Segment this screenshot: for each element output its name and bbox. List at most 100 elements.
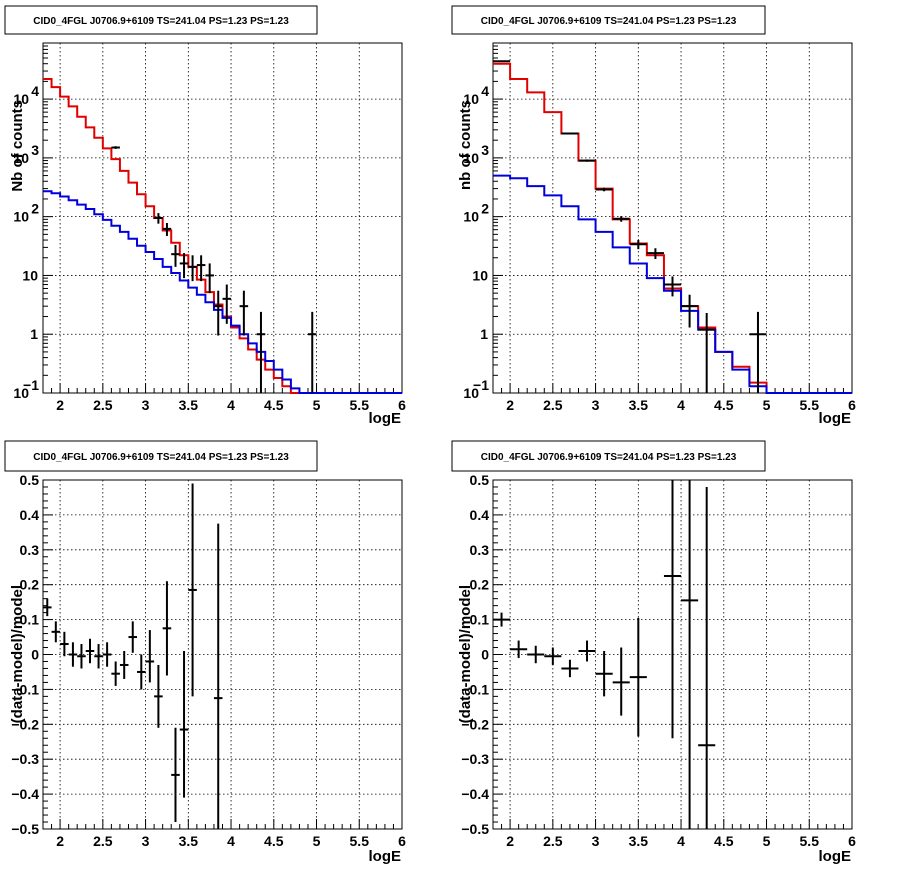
chart-title: CID0_4FGL J0706.9+6109 TS=241.04 PS=1.23… xyxy=(481,452,737,463)
grid-lines xyxy=(493,43,852,393)
panel-bottom-right-residuals: CID0_4FGL J0706.9+6109 TS=241.04 PS=1.23… xyxy=(451,440,856,865)
plot-frame xyxy=(42,42,403,394)
chart-title: CID0_4FGL J0706.9+6109 TS=241.04 PS=1.23… xyxy=(481,16,737,27)
data-point xyxy=(196,255,206,282)
data-point xyxy=(493,612,511,627)
axis-ticks xyxy=(492,479,853,830)
data-point xyxy=(188,483,197,697)
x-tick-label: 3 xyxy=(142,833,150,849)
data-point xyxy=(629,617,647,737)
x-tick-label: 6 xyxy=(398,397,406,413)
y-tick-exponent: 3 xyxy=(31,142,39,158)
x-axis-label: logE xyxy=(369,848,402,865)
x-tick-label: 4 xyxy=(677,397,685,413)
y-tick-label: 10 xyxy=(22,267,38,283)
y-tick-exponent: 4 xyxy=(31,83,39,99)
data-point xyxy=(102,642,112,667)
y-tick-label: 0.3 xyxy=(20,542,40,558)
y-tick-label: 10 xyxy=(13,209,29,225)
data-points xyxy=(43,483,223,829)
data-point xyxy=(561,659,579,678)
y-tick-label: 10 xyxy=(13,150,29,166)
x-axis-label: logE xyxy=(819,410,852,427)
data-point xyxy=(239,290,249,336)
y-tick-label: 0.1 xyxy=(470,612,490,628)
chart-title: CID0_4FGL J0706.9+6109 TS=241.04 PS=1.23… xyxy=(33,16,289,27)
y-tick-label: 10 xyxy=(13,385,29,401)
x-tick-label: 2 xyxy=(56,833,64,849)
data-point xyxy=(681,480,699,829)
data-point xyxy=(188,255,197,282)
data-point xyxy=(162,581,172,676)
y-tick-label: 1 xyxy=(480,326,488,342)
y-tick-label: −0.3 xyxy=(11,751,39,767)
data-point xyxy=(527,645,545,664)
data-point xyxy=(698,312,716,393)
y-axis-label: nb of counts xyxy=(457,100,474,190)
x-tick-label: 3 xyxy=(142,397,150,413)
chart-title: CID0_4FGL J0706.9+6109 TS=241.04 PS=1.23… xyxy=(33,452,289,463)
x-tick-label: 2.5 xyxy=(543,397,563,413)
x-tick-label: 3.5 xyxy=(629,833,649,849)
y-tick-label: 10 xyxy=(463,385,479,401)
data-point xyxy=(171,244,180,267)
x-tick-label: 4.5 xyxy=(714,397,734,413)
y-tick-label: 0.3 xyxy=(470,542,490,558)
data-point xyxy=(663,276,682,297)
x-axis-label: logE xyxy=(369,410,402,427)
y-tick-label: −0.4 xyxy=(11,786,39,802)
y-tick-label: 0.1 xyxy=(20,612,40,628)
title-box xyxy=(451,440,766,472)
x-tick-label: 5 xyxy=(763,833,771,849)
panel-top-left-counts: CID0_4FGL J0706.9+6109 TS=241.04 PS=1.23… xyxy=(4,5,406,427)
x-tick-label: 2.5 xyxy=(93,397,113,413)
y-tick-exponent: 2 xyxy=(481,201,489,217)
data-point xyxy=(85,638,95,664)
data-point xyxy=(171,727,180,823)
x-tick-label: 5.5 xyxy=(800,833,820,849)
x-tick-label: 4.5 xyxy=(264,397,284,413)
y-tick-label: 10 xyxy=(463,209,479,225)
panel-bottom-left-residuals: CID0_4FGL J0706.9+6109 TS=241.04 PS=1.23… xyxy=(4,440,406,865)
x-tick-label: 3.5 xyxy=(629,397,649,413)
y-tick-label: 0.4 xyxy=(470,507,490,523)
x-tick-label: 5.5 xyxy=(350,397,370,413)
x-tick-label: 4 xyxy=(677,833,685,849)
y-axis-label: (data-model)/model xyxy=(9,585,26,723)
title-box xyxy=(451,5,766,35)
x-tick-label: 4 xyxy=(227,397,235,413)
data-point xyxy=(162,222,172,236)
data-point xyxy=(154,213,163,224)
y-tick-exponent: 2 xyxy=(31,201,39,217)
y-tick-label: 10 xyxy=(472,267,488,283)
title-box xyxy=(4,440,318,472)
x-tick-label: 3 xyxy=(592,833,600,849)
data-point xyxy=(179,253,189,279)
data-point xyxy=(561,132,579,135)
title-box xyxy=(4,5,318,35)
data-point xyxy=(145,630,155,683)
data-point xyxy=(77,644,86,669)
panel-top-right-counts: CID0_4FGL J0706.9+6109 TS=241.04 PS=1.23… xyxy=(451,5,856,427)
x-tick-label: 3.5 xyxy=(179,833,199,849)
y-tick-label: 0.4 xyxy=(20,507,40,523)
y-tick-label: 10 xyxy=(463,150,479,166)
plot-frame xyxy=(492,42,853,394)
x-tick-label: 5 xyxy=(763,397,771,413)
y-tick-label: 0 xyxy=(481,647,489,663)
series-component-line xyxy=(493,174,852,394)
y-axis-label: Nb of counts xyxy=(9,100,26,192)
x-tick-label: 2 xyxy=(506,397,514,413)
grid-lines xyxy=(43,43,402,393)
y-tick-label: 0.5 xyxy=(470,472,490,488)
data-point xyxy=(111,661,120,686)
x-axis-label: logE xyxy=(819,848,852,865)
axis-ticks xyxy=(492,42,853,394)
x-tick-label: 2.5 xyxy=(543,833,563,849)
data-point xyxy=(94,644,103,669)
axis-ticks xyxy=(42,42,403,394)
series-total-line xyxy=(43,77,402,394)
x-tick-label: 4.5 xyxy=(264,833,284,849)
data-point xyxy=(493,60,511,63)
y-tick-label: −0.2 xyxy=(11,716,39,732)
